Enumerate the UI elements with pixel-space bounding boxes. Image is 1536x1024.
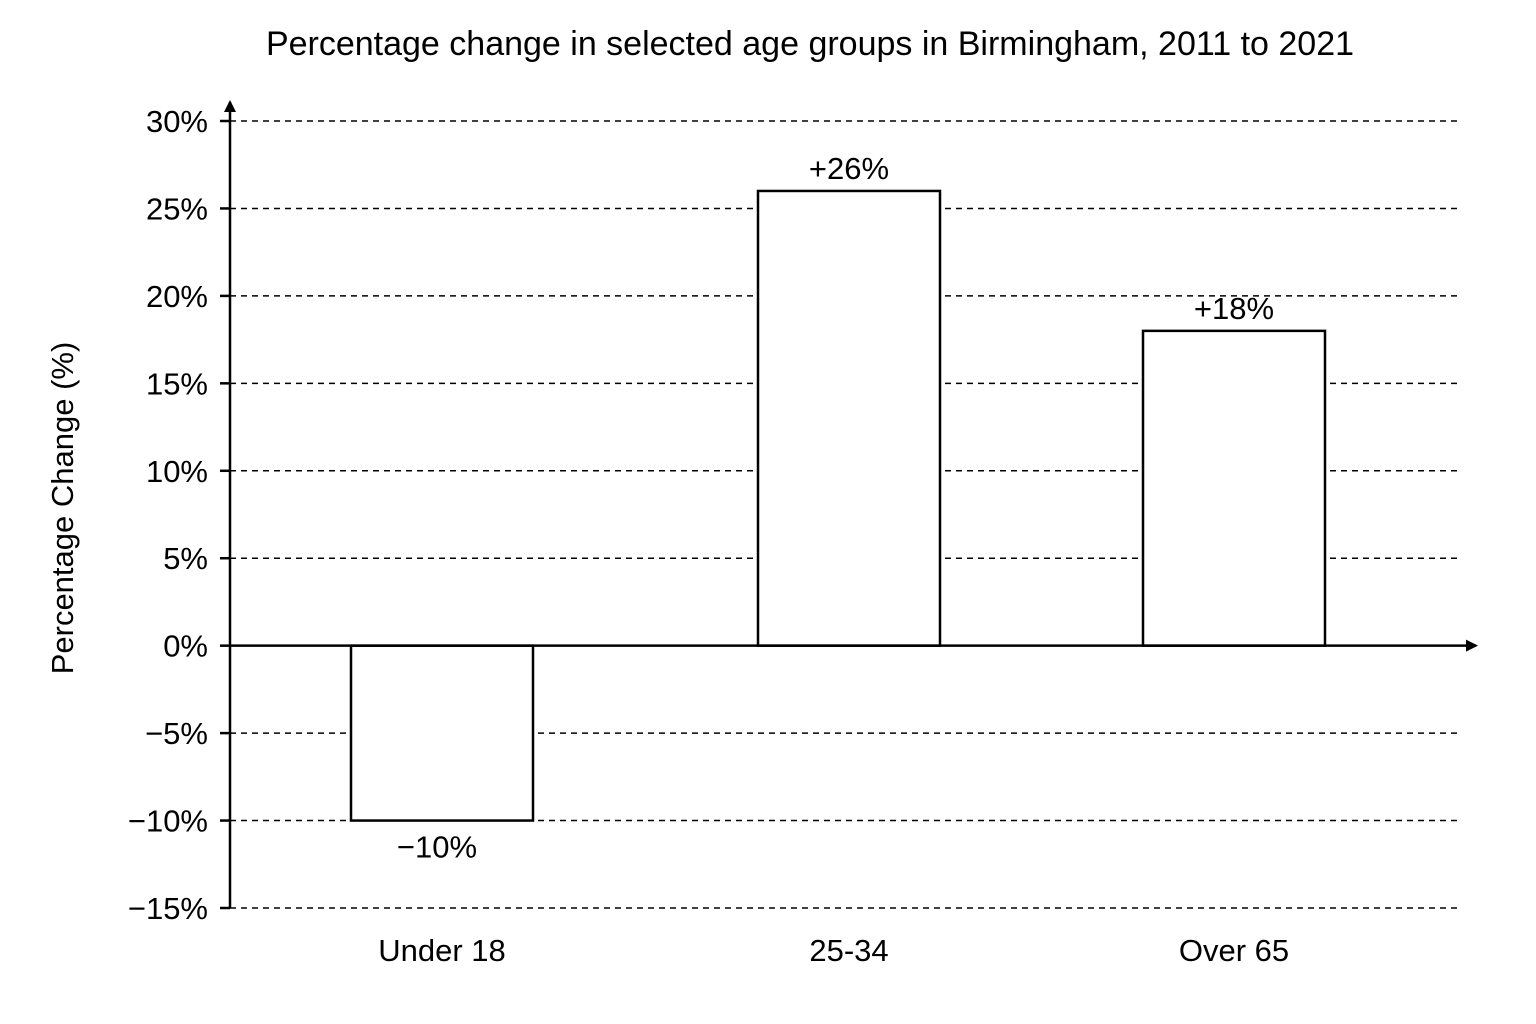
data-label: +26%	[809, 151, 889, 186]
y-tick-label: 5%	[163, 541, 208, 576]
data-labels: −10% +26% +18%	[397, 151, 1274, 865]
y-tick-label: 25%	[146, 191, 208, 226]
data-label: −10%	[397, 830, 477, 865]
y-tick-label: 20%	[146, 279, 208, 314]
y-tick-label: 30%	[146, 104, 208, 139]
y-tick-label: −10%	[128, 804, 208, 839]
x-category-label: Under 18	[378, 933, 506, 968]
y-tick-label: 0%	[163, 629, 208, 664]
x-category-label: Over 65	[1179, 933, 1289, 968]
y-tick-label: −15%	[128, 891, 208, 926]
x-category-labels: Under 18 25-34 Over 65	[378, 933, 1289, 968]
y-tick-labels: 30% 25% 20% 15% 10% 5% 0% −5% −10% −15%	[128, 104, 208, 926]
y-axis-title: Percentage Change (%)	[45, 342, 80, 675]
bar-1	[756, 189, 942, 647]
data-label: +18%	[1194, 291, 1274, 326]
bar-2	[1141, 329, 1327, 647]
chart-title: Percentage change in selected age groups…	[266, 25, 1354, 63]
bars	[349, 189, 1327, 822]
y-tick-label: 15%	[146, 366, 208, 401]
x-category-label: 25-34	[809, 933, 888, 968]
y-tick-label: 10%	[146, 454, 208, 489]
axes	[220, 100, 1478, 910]
y-tick-label: −5%	[145, 716, 208, 751]
bar-0	[349, 644, 535, 822]
